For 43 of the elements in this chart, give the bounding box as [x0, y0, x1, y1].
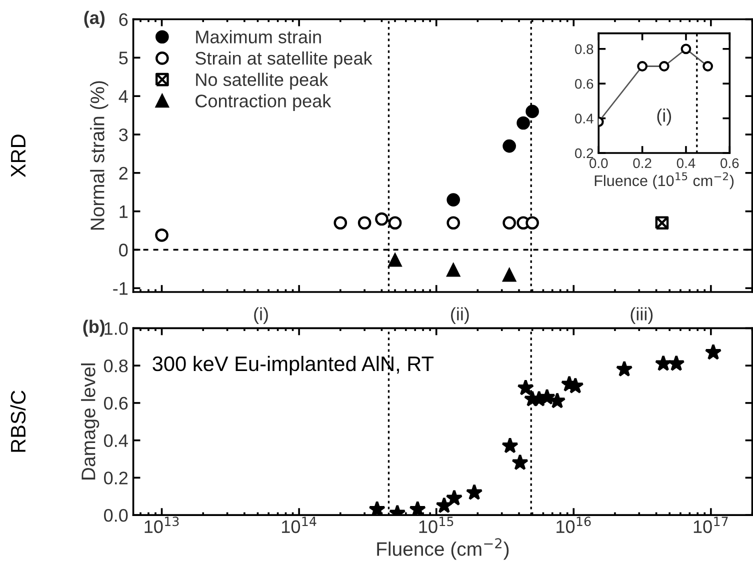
x-tick-label: 0.2 — [633, 158, 652, 168]
y-tick-label: 0 — [119, 244, 128, 256]
x-tick-label: 0.6 — [720, 158, 739, 168]
y-tick-label: 2 — [119, 166, 128, 180]
y-tick-label: 1.0 — [104, 322, 128, 335]
text: (b) — [83, 320, 105, 337]
y-tick-label: 0.8 — [575, 44, 594, 54]
legend-label: Maximum strain — [196, 30, 321, 44]
legend-label: Strain at satellite peak — [195, 51, 372, 68]
x-tick-label: 10$^{15}$ — [419, 516, 454, 534]
x-axis-title: Fluence (10$^{15}$ cm$^{−2}$) — [594, 172, 734, 190]
x-axis-title: Fluence (cm$^{−2}$) — [377, 538, 509, 560]
annotation: 300 keV Eu-implanted AlN, RT — [152, 356, 434, 376]
annotation: (i) — [657, 108, 672, 126]
text: (ii) — [451, 307, 469, 324]
text: (iii) — [630, 307, 653, 324]
y-tick-label: 0.6 — [104, 396, 128, 410]
y-axis-title: Damage level — [81, 364, 100, 480]
y-tick-label: 0.2 — [575, 148, 594, 158]
y-tick-label: 0.4 — [575, 114, 594, 124]
x-tick-label: 10$^{14}$ — [282, 516, 316, 534]
y-tick-label: 0.6 — [575, 78, 594, 89]
y-tick-label: 0.2 — [104, 472, 128, 484]
x-tick-label: 10$^{17}$ — [694, 516, 728, 534]
x-tick-label: 10$^{16}$ — [556, 516, 591, 534]
y-tick-label: -1 — [113, 282, 128, 295]
x-tick-label: 10$^{13}$ — [144, 516, 179, 534]
x-tick-label: 0.4 — [676, 158, 696, 168]
y-tick-label: 6 — [119, 13, 128, 26]
y-tick-label: 0.8 — [104, 360, 128, 372]
y-tick-label: 1 — [120, 205, 128, 218]
y-tick-label: 3 — [119, 128, 128, 142]
x-tick-label: 0.0 — [590, 158, 608, 168]
y-axis-title: Normal strain (%) — [90, 81, 108, 230]
y-tick-label: 5 — [119, 52, 128, 64]
text: (a) — [84, 10, 105, 28]
legend-label: Contraction peak — [196, 94, 332, 111]
text: XRD — [11, 134, 26, 178]
text: (i) — [254, 307, 268, 324]
legend-label: No satellite peak — [196, 72, 328, 90]
y-tick-label: 0.4 — [104, 434, 128, 448]
text: RBS/C — [10, 390, 26, 452]
y-tick-label: 4 — [118, 90, 128, 103]
